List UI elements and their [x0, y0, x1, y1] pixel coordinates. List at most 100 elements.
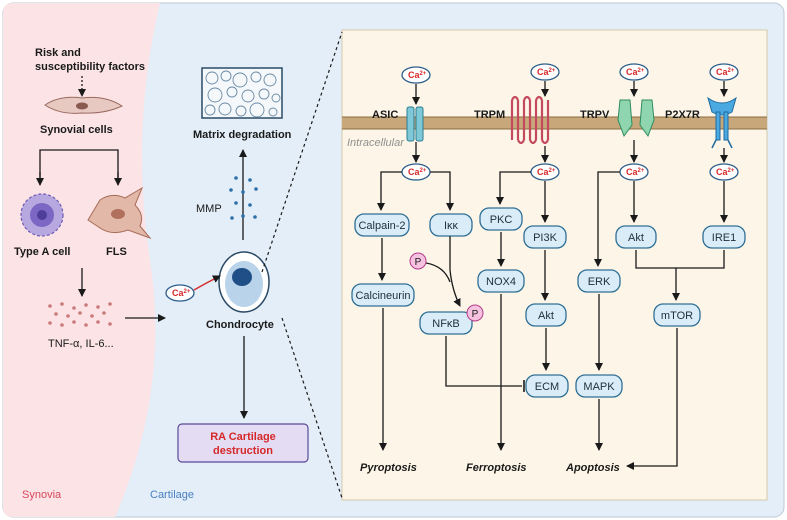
zoom-line-top — [261, 31, 343, 273]
erk-label: ERK — [588, 276, 611, 288]
destruction-label-line1: RA Cartilage — [210, 431, 276, 443]
svg-text:Ca2+: Ca2+ — [716, 67, 735, 77]
ire1-to-mtor-connector — [676, 250, 725, 269]
trpv-channel-icon — [617, 99, 655, 138]
ca-ion-p2x7r-out: Ca2+ — [709, 63, 739, 81]
p2x7r-channel-icon — [707, 96, 737, 149]
apoptosis-label: Apoptosis — [565, 462, 620, 474]
cytokines-label: TNF-α, IL-6... — [48, 338, 114, 350]
nfkb-inhibits-ecm-line — [445, 336, 522, 387]
chondrocyte-label: Chondrocyte — [206, 319, 274, 331]
synovia-region — [3, 3, 160, 517]
phospho-label-nfkb: P — [472, 309, 479, 320]
destruction-box — [177, 423, 309, 463]
pathway-panel — [341, 29, 768, 501]
cartilage-label: Cartilage — [150, 489, 194, 501]
nfkb-label: NFκB — [432, 318, 460, 330]
mtor-node — [653, 303, 701, 327]
chondrocyte-icon — [218, 251, 270, 313]
svg-text:Ca2+: Ca2+ — [626, 67, 645, 77]
trpm-channel-icon — [510, 95, 550, 145]
ire1-node — [702, 225, 746, 249]
mmp-dots-icon — [229, 176, 258, 220]
ikk-node — [429, 213, 473, 237]
svg-text:Ca2+: Ca2+ — [172, 288, 191, 298]
matrix-degradation-label: Matrix degradation — [193, 129, 292, 141]
synovia-label: Synovia — [22, 489, 62, 501]
ca-entry-arrow — [193, 275, 221, 291]
akt-trpv-node — [615, 225, 657, 249]
akt-trpv-label: Akt — [628, 232, 644, 244]
mmp-label: MMP — [196, 203, 222, 215]
svg-text:Ca2+: Ca2+ — [716, 167, 735, 177]
asic-label: ASIC — [372, 109, 398, 121]
synovial-cells-label: Synovial cells — [40, 124, 113, 136]
calpain-label: Calpain-2 — [358, 220, 405, 232]
destruction-label-line2: destruction — [213, 445, 273, 457]
akt-to-mtor-arrow — [635, 250, 680, 301]
cell-membrane — [342, 117, 767, 129]
svg-text:Ca2+: Ca2+ — [408, 167, 427, 177]
calcineurin-label: Calcineurin — [355, 290, 410, 302]
chondrocyte-ca-ion: Ca2+ — [165, 284, 195, 302]
ca-ion-trpm-in: Ca2+ — [530, 163, 560, 181]
risk-label-line2: susceptibility factors — [35, 61, 145, 73]
ca-ion-trpm-out: Ca2+ — [530, 63, 560, 81]
ferroptosis-label: Ferroptosis — [466, 462, 527, 474]
ca-ion-asic-out: Ca2+ — [401, 66, 431, 84]
p2x7r-label: P2X7R — [665, 109, 700, 121]
ikk-to-nfkb-arrow — [449, 236, 461, 307]
asic-to-ikk-arrow — [430, 171, 454, 211]
calcineurin-node — [351, 283, 415, 307]
nox4-node — [477, 269, 525, 293]
asic-to-calpain-arrow — [377, 171, 402, 211]
svg-text:Ca2+: Ca2+ — [408, 70, 427, 80]
akt-trpm-node — [525, 303, 567, 327]
mtor-to-apoptosis-arrow — [626, 328, 678, 470]
type-a-cell-icon — [20, 193, 64, 237]
pyroptosis-label: Pyroptosis — [360, 462, 417, 474]
trpv-to-erk-arrow — [594, 171, 620, 267]
ecm-node — [525, 374, 569, 398]
asic-channel-icon — [406, 106, 424, 142]
mtor-label: mTOR — [661, 310, 693, 322]
akt-trpm-label: Akt — [538, 310, 554, 322]
risk-label-line1: Risk and — [35, 47, 81, 59]
calpain-node — [354, 213, 410, 237]
fls-nucleus-icon — [111, 209, 125, 219]
svg-text:Ca2+: Ca2+ — [537, 167, 556, 177]
nfkb-node — [419, 311, 473, 335]
pkc-node — [479, 207, 523, 231]
mapk-label: MAPK — [583, 381, 615, 393]
nox4-label: NOX4 — [486, 276, 516, 288]
svg-text:Ca2+: Ca2+ — [626, 167, 645, 177]
matrix-texture-icon — [201, 67, 283, 119]
ca-ion-trpv-in: Ca2+ — [619, 163, 649, 181]
ecm-label: ECM — [535, 381, 559, 393]
ca-ion-p2x7r-in: Ca2+ — [709, 163, 739, 181]
type-a-label: Type A cell — [14, 246, 70, 258]
svg-text:Ca2+: Ca2+ — [537, 67, 556, 77]
cytokine-dots-icon — [48, 302, 112, 327]
zoom-line-bottom — [281, 317, 343, 499]
trpm-to-pkc-arrow — [496, 171, 531, 205]
ikk-label: Iκκ — [444, 220, 459, 232]
phospho-to-nfkb-connector — [425, 262, 451, 283]
ire1-label: IRE1 — [712, 232, 736, 244]
ca-ion-trpv-out: Ca2+ — [619, 63, 649, 81]
phospho-label-ikk: P — [415, 257, 422, 268]
phospho-badge-ikk — [409, 252, 427, 270]
trpm-label: TRPM — [474, 109, 505, 121]
synovial-nucleus-icon — [76, 102, 88, 110]
pkc-label: PKC — [490, 214, 513, 226]
fls-label: FLS — [106, 246, 127, 258]
mapk-node — [575, 374, 623, 398]
phospho-badge-nfkb — [466, 304, 484, 322]
split-connector — [39, 149, 119, 183]
pi3k-label: PI3K — [533, 232, 558, 244]
erk-node — [577, 269, 621, 293]
ca-ion-asic-in: Ca2+ — [401, 163, 431, 181]
pi3k-node — [523, 225, 567, 249]
